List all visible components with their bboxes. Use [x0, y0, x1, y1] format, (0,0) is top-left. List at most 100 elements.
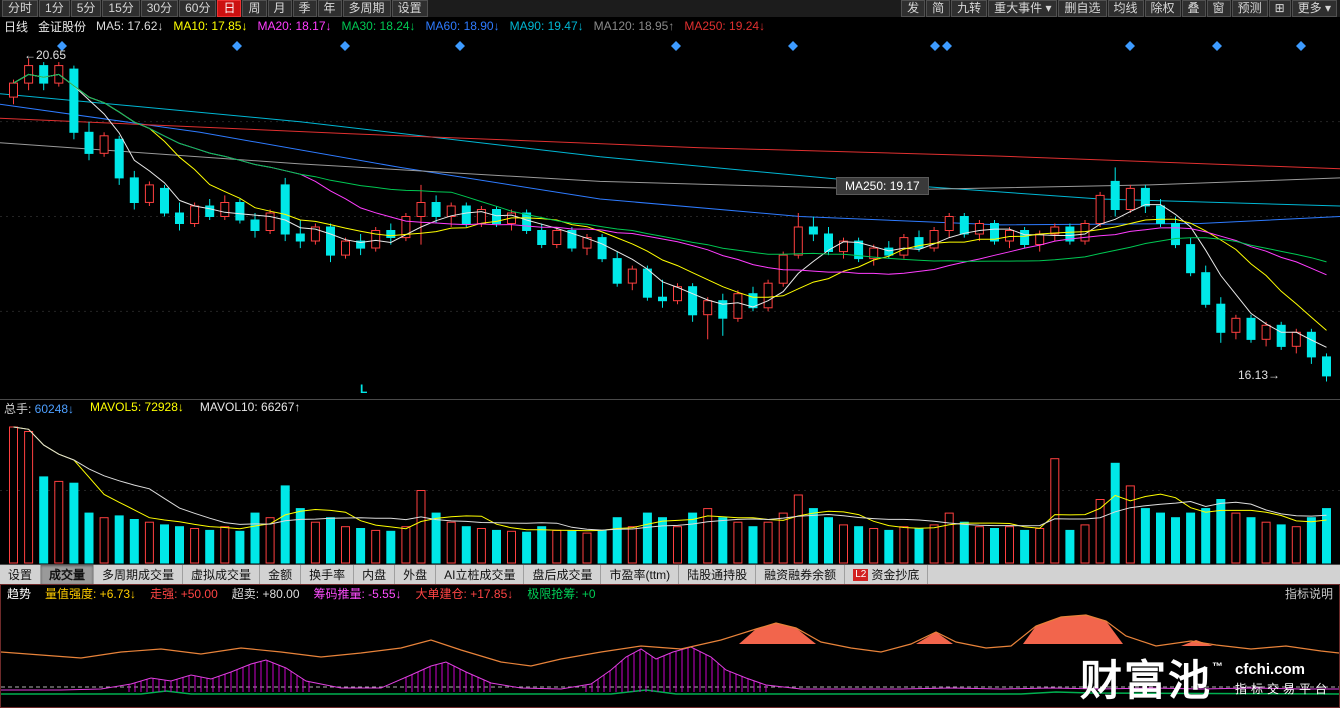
multi-period-button[interactable]: 多周期	[342, 0, 391, 17]
grid-window-icon[interactable]: ⊞	[1268, 0, 1291, 17]
volume-bar[interactable]	[1291, 526, 1301, 564]
tab-after-hours-volume[interactable]: 盘后成交量	[524, 565, 602, 584]
candle[interactable]	[869, 247, 879, 260]
volume-bar[interactable]	[54, 480, 64, 564]
candle[interactable]	[84, 131, 94, 154]
tab-settings[interactable]: 设置	[0, 565, 42, 584]
candle[interactable]	[1276, 324, 1286, 347]
period-1min[interactable]: 1分	[39, 0, 70, 17]
volume-bar[interactable]	[1201, 508, 1211, 564]
volume-bar[interactable]	[190, 528, 200, 564]
candle[interactable]	[748, 293, 758, 309]
volume-bar[interactable]	[1246, 517, 1256, 564]
volume-bar[interactable]	[612, 517, 622, 564]
candle[interactable]	[959, 216, 969, 235]
candle[interactable]	[1020, 230, 1030, 245]
volume-bar[interactable]	[793, 494, 803, 564]
volume-bar[interactable]	[401, 526, 411, 564]
candle[interactable]	[371, 230, 381, 249]
tab-fund-bottom[interactable]: L2 资金抄底	[845, 565, 929, 584]
volume-bar[interactable]	[1156, 512, 1165, 564]
tab-pe-ttm[interactable]: 市盈率(ttm)	[601, 565, 680, 584]
volume-bar[interactable]	[1125, 485, 1135, 564]
volume-bar[interactable]	[235, 530, 245, 564]
candle[interactable]	[612, 258, 622, 284]
candle[interactable]	[446, 205, 456, 217]
event-diamond-marker[interactable]	[930, 41, 940, 51]
volume-bar[interactable]	[1140, 508, 1150, 564]
event-diamond-marker[interactable]	[788, 41, 798, 51]
tab-virtual-volume[interactable]: 虚拟成交量	[183, 565, 261, 584]
volume-bar[interactable]	[326, 517, 335, 564]
candle[interactable]	[9, 82, 18, 98]
candle[interactable]	[854, 240, 864, 260]
candle[interactable]	[597, 237, 607, 260]
candle[interactable]	[944, 216, 954, 231]
volume-bar[interactable]	[748, 526, 758, 564]
candle[interactable]	[642, 268, 652, 298]
candle[interactable]	[658, 296, 667, 302]
candle[interactable]	[310, 226, 320, 242]
candle[interactable]	[567, 230, 577, 249]
candle[interactable]	[1186, 244, 1196, 274]
candlestick-chart-panel[interactable]: ←20.65 16.13→ MA250: 19.17 L	[0, 34, 1340, 400]
volume-bar[interactable]	[99, 517, 109, 564]
volume-bar[interactable]	[778, 512, 788, 564]
candle[interactable]	[341, 240, 350, 256]
volume-bar[interactable]	[688, 512, 698, 564]
candle[interactable]	[235, 202, 245, 221]
volume-bar[interactable]	[808, 508, 818, 564]
volume-bar[interactable]	[129, 519, 139, 564]
candle[interactable]	[1171, 223, 1180, 246]
candle[interactable]	[280, 184, 290, 235]
volume-bar[interactable]	[929, 524, 939, 564]
candle[interactable]	[1156, 205, 1165, 224]
candle[interactable]	[160, 187, 169, 214]
period-30min[interactable]: 30分	[140, 0, 179, 17]
volume-bar[interactable]	[733, 521, 743, 564]
volume-bar[interactable]	[522, 531, 532, 564]
volume-bar[interactable]	[839, 524, 848, 564]
volume-bar[interactable]	[1050, 458, 1060, 564]
candle[interactable]	[522, 212, 532, 231]
candle[interactable]	[688, 286, 698, 316]
candle[interactable]	[1050, 226, 1060, 235]
volume-bar[interactable]	[627, 526, 637, 564]
period-timeshare[interactable]: 分时	[2, 0, 39, 17]
candle[interactable]	[733, 293, 743, 319]
volume-bar[interactable]	[597, 529, 607, 564]
tab-northbound-holdings[interactable]: 陆股通持股	[679, 565, 757, 584]
volume-bar[interactable]	[673, 526, 682, 564]
more-dropdown[interactable]: 更多 ▾	[1291, 0, 1337, 17]
volume-bar[interactable]	[1095, 499, 1105, 564]
volume-bar[interactable]	[84, 512, 94, 564]
candle[interactable]	[839, 240, 848, 253]
volume-bar[interactable]	[1322, 508, 1331, 564]
candle[interactable]	[295, 233, 305, 242]
indicator-help-link[interactable]: 指标说明	[1284, 587, 1333, 601]
period-quarter[interactable]: 季	[292, 0, 317, 17]
volume-bar[interactable]	[582, 532, 592, 564]
jian-shortcut-button[interactable]: 简	[926, 0, 951, 17]
candle[interactable]	[1291, 331, 1301, 347]
volume-bar[interactable]	[280, 485, 290, 564]
volume-chart-panel[interactable]	[0, 417, 1340, 565]
forecast-button[interactable]: 预测	[1231, 0, 1268, 17]
candle[interactable]	[461, 205, 471, 224]
volume-bar[interactable]	[718, 517, 728, 564]
candle[interactable]	[808, 226, 818, 235]
volume-bar[interactable]	[69, 482, 79, 564]
sub-indicator-panel[interactable]: 财富池™ cfchi.com 指标交易平台	[0, 602, 1340, 708]
tab-margin-balance[interactable]: 融资融券余额	[756, 565, 846, 584]
candle[interactable]	[416, 202, 426, 217]
candle[interactable]	[537, 230, 547, 245]
volume-bar[interactable]	[944, 512, 954, 564]
candle[interactable]	[703, 300, 713, 316]
volume-bar[interactable]	[356, 528, 366, 564]
volume-bar[interactable]	[959, 521, 969, 564]
candle[interactable]	[1322, 356, 1331, 377]
candle[interactable]	[1246, 317, 1256, 340]
volume-bar[interactable]	[1306, 517, 1316, 564]
volume-bar[interactable]	[537, 526, 547, 564]
volume-bar[interactable]	[658, 517, 667, 564]
